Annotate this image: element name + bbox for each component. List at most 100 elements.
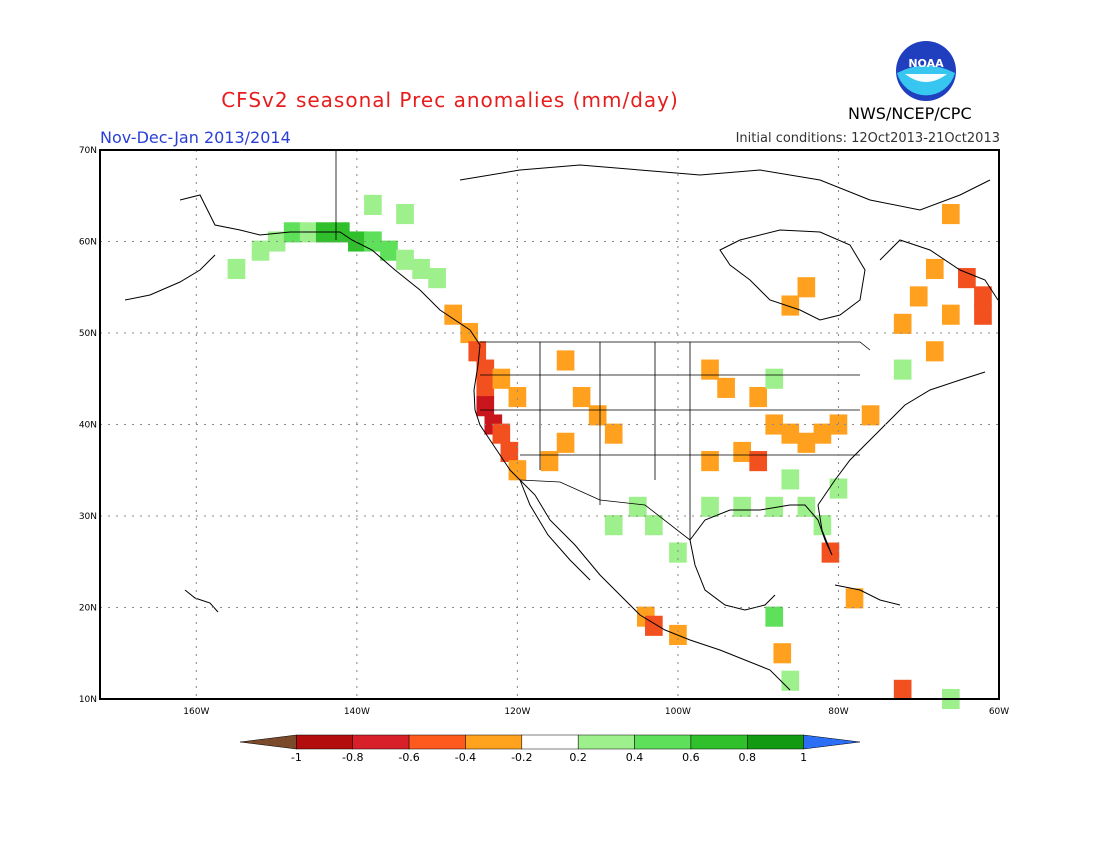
anomaly-cell-33: [701, 359, 719, 380]
east-coast: [817, 371, 986, 506]
anomaly-cell-76: [781, 670, 800, 691]
labrador-coast: [879, 239, 999, 301]
anomaly-cell-18: [476, 359, 495, 380]
colorbar-low-arrow: [239, 734, 297, 750]
anomaly-cell-64: [645, 515, 663, 536]
lon-tick-60W: 60W: [989, 707, 1009, 717]
anomaly-cell-66: [604, 515, 623, 536]
anomaly-cell-43: [749, 451, 768, 472]
lat-tick-30N: 30N: [79, 512, 97, 522]
gulf-coast: [689, 504, 833, 556]
anomaly-cell-36: [765, 414, 784, 435]
anomaly-cell-44: [701, 451, 719, 472]
anomaly-cell-40: [829, 414, 848, 435]
alaska-peninsula: [124, 254, 216, 301]
colorbar-label-1: -0.8: [342, 751, 363, 764]
map-title: CFSv2 seasonal Prec anomalies (mm/day): [221, 88, 679, 112]
anomaly-cell-20: [476, 396, 495, 417]
anomaly-cell-37: [781, 423, 800, 444]
west-coast: [469, 329, 791, 691]
lon-tick-100W: 100W: [665, 707, 691, 717]
colorbar-segment-7: [634, 734, 692, 750]
agency-label: NWS/NCEP/CPC: [848, 104, 972, 123]
anomaly-cell-45: [797, 277, 816, 298]
anomaly-cell-10: [412, 258, 430, 280]
anomaly-cell-60: [845, 588, 864, 609]
lon-tick-140W: 140W: [344, 707, 370, 717]
state-lines: [480, 342, 860, 540]
anomaly-cell-48: [925, 258, 944, 280]
lon-tick-80W: 80W: [828, 707, 848, 717]
anomaly-cell-63: [628, 496, 647, 517]
anomaly-cell-12: [227, 258, 246, 280]
noaa-logo-text: NOAA: [908, 57, 944, 70]
lat-tick-60N: 60N: [79, 238, 97, 248]
anomaly-cell-17: [468, 341, 487, 362]
anomaly-cell-13: [364, 194, 382, 215]
anomaly-cell-78: [765, 368, 784, 389]
anomaly-cell-38: [797, 432, 816, 453]
colorbar-segment-6: [577, 734, 635, 750]
anomaly-cell-14: [396, 203, 414, 225]
lat-tick-40N: 40N: [79, 421, 97, 431]
noaa-logo: NOAA: [896, 41, 956, 101]
colorbar-segment-1: [296, 734, 353, 750]
anomaly-cell-22: [492, 423, 511, 444]
anomaly-cell-73: [829, 478, 848, 499]
colorbar-label-9: 1: [800, 751, 807, 764]
anomaly-cell-19: [476, 377, 495, 398]
colorbar-segment-8: [690, 734, 748, 750]
axis-ticks: 160W 140W 120W 100W 80W 60W 10N 20N 30N 40N 50N 60N…: [79, 146, 1009, 717]
colorbar-label-3: -0.4: [455, 751, 476, 764]
colorbar-label-5: 0.2: [569, 751, 587, 764]
colorbar-label-2: -0.6: [398, 751, 419, 764]
anomaly-cell-47: [909, 286, 928, 307]
colorbar-segment-4: [465, 734, 523, 750]
political-borders: [335, 150, 871, 541]
anomaly-cell-42: [733, 441, 751, 463]
baja-california: [519, 479, 591, 581]
arctic-islands: [459, 164, 991, 211]
anomaly-cell-35: [749, 386, 768, 408]
lon-tick-160W: 160W: [183, 707, 209, 717]
anomaly-cell-28: [572, 386, 591, 408]
colorbar-label-6: 0.4: [626, 751, 644, 764]
anomaly-cell-0: [251, 240, 270, 261]
anomaly-cell-15: [444, 304, 463, 325]
anomaly-cell-23: [500, 441, 519, 463]
anomaly-cell-52: [974, 304, 992, 325]
anomaly-cell-68: [733, 496, 751, 517]
anomaly-cell-27: [556, 350, 575, 371]
anomaly-cell-57: [645, 615, 663, 636]
anomaly-cell-50: [893, 313, 912, 334]
coastlines: [124, 164, 999, 691]
anomaly-cell-31: [556, 432, 575, 453]
canada-us-border: [480, 341, 871, 351]
anomaly-cell-72: [781, 469, 800, 490]
anomaly-cell-9: [396, 249, 414, 270]
colorbar-high-arrow: [803, 734, 861, 750]
anomaly-cell-39: [813, 423, 832, 444]
hawaii-islands: [184, 589, 219, 613]
anomaly-cell-26: [508, 386, 527, 408]
anomaly-cell-46: [781, 295, 800, 316]
anomaly-cell-25: [492, 368, 511, 389]
anomaly-cell-53: [958, 268, 976, 289]
hudson-bay: [719, 229, 866, 321]
colorbar-segment-2: [352, 734, 410, 750]
lat-tick-70N: 70N: [79, 146, 97, 156]
colorbar: -1 -0.8 -0.6 -0.4 -0.2 0.2 0.4 0.6 0.8 1: [239, 734, 861, 764]
colorbar-label-7: 0.6: [682, 751, 700, 764]
anomaly-cell-32: [540, 451, 559, 472]
anomaly-cell-54: [942, 203, 960, 225]
colorbar-segment-5: [521, 734, 579, 750]
lon-tick-120W: 120W: [504, 707, 530, 717]
anomaly-cell-69: [765, 496, 784, 517]
cuba-coast: [834, 584, 901, 606]
anomaly-cell-61: [773, 643, 792, 664]
anomaly-cell-74: [893, 359, 912, 380]
colorbar-segment-3: [408, 734, 466, 750]
anomaly-cell-41: [861, 405, 880, 426]
anomaly-cell-49: [942, 304, 960, 325]
